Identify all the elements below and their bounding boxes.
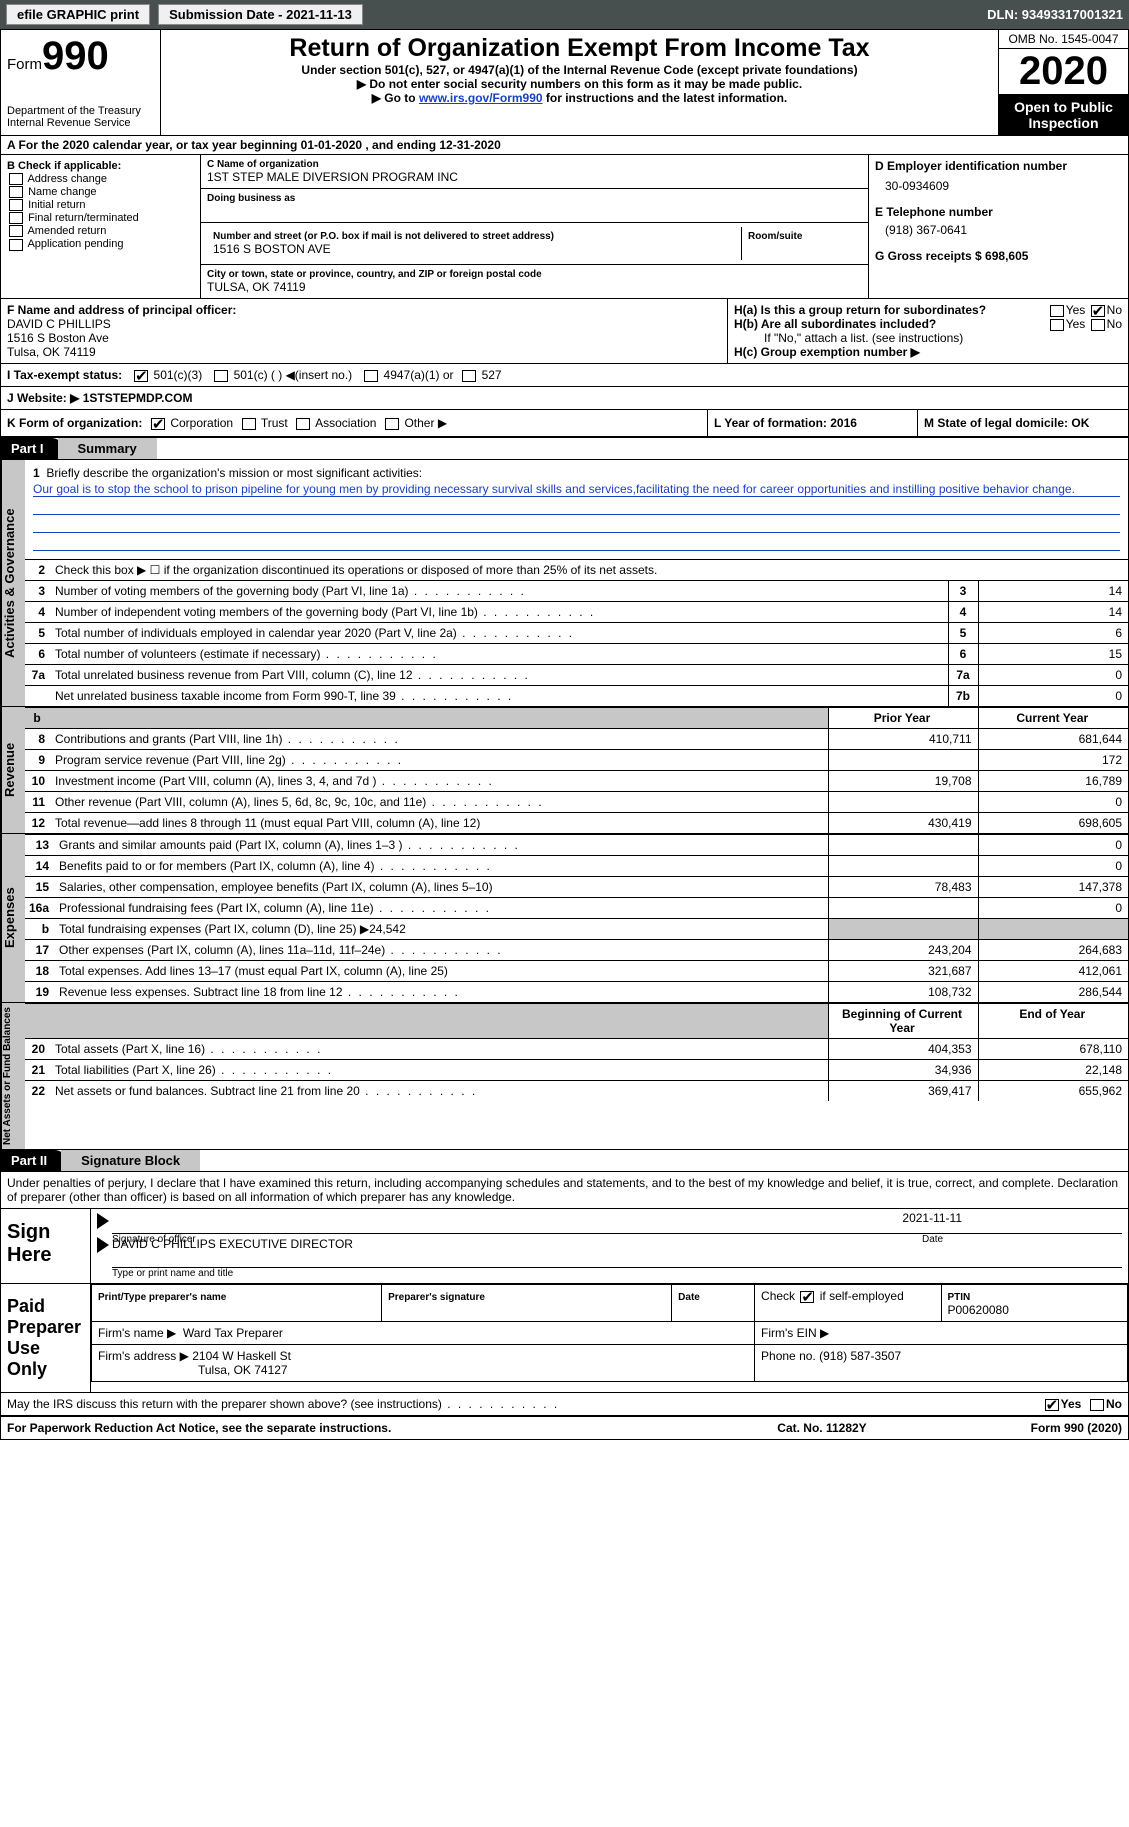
ein-value: 30-0934609 [885,179,1122,193]
top-toolbar: efile GRAPHIC print Submission Date - 20… [0,0,1129,29]
officer-addr1: 1516 S Boston Ave [7,331,109,345]
activities-governance-section: Activities & Governance 1 Briefly descri… [1,460,1128,707]
page-footer: For Paperwork Reduction Act Notice, see … [1,1416,1128,1439]
paid-preparer-label: Paid Preparer Use Only [1,1284,91,1392]
side-label-revenue: Revenue [1,707,25,833]
tax-year: 2020 [999,49,1128,95]
discuss-row: May the IRS discuss this return with the… [1,1393,1128,1416]
signature-arrow-icon [97,1213,109,1229]
street-address: 1516 S BOSTON AVE [213,242,735,256]
side-label-net-assets: Net Assets or Fund Balances [1,1003,25,1149]
year-formation: L Year of formation: 2016 [708,410,918,436]
officer-printed-name: DAVID C PHILLIPS EXECUTIVE DIRECTOR [112,1237,1122,1251]
officer-group-block: F Name and address of principal officer:… [1,299,1128,364]
officer-name: DAVID C PHILLIPS [7,317,111,331]
part-1-title: Summary [58,438,157,459]
addr-label: Number and street (or P.O. box if mail i… [213,231,735,242]
signature-date: 2021-11-11 [112,1211,1122,1225]
firm-phone: (918) 587-3507 [819,1349,901,1363]
part-1-header: Part I [1,438,62,459]
expenses-section: Expenses 13Grants and similar amounts pa… [1,834,1128,1003]
signature-arrow-icon-2 [97,1237,109,1253]
form-subtitle-2: Do not enter social security numbers on … [169,77,990,91]
net-assets-table: Beginning of Current YearEnd of Year 20T… [25,1003,1128,1101]
part-2-header: Part II [1,1150,65,1171]
dln-label: DLN: 93493317001321 [987,7,1123,22]
printed-name-label: Type or print name and title [112,1268,1122,1279]
org-name-label: C Name of organization [207,159,862,170]
form-number: Form990 [7,34,154,79]
city-state-zip: TULSA, OK 74119 [207,280,862,294]
form-subtitle-3: ▶ Go to www.irs.gov/Form990 for instruct… [169,91,990,105]
penalties-statement: Under penalties of perjury, I declare th… [1,1172,1128,1209]
officer-addr2: Tulsa, OK 74119 [7,345,96,359]
firm-address-2: Tulsa, OK 74127 [198,1363,288,1377]
city-label: City or town, state or province, country… [207,269,862,280]
col-b-checkboxes: B Check if applicable: Address change Na… [1,155,201,298]
room-label: Room/suite [748,231,856,242]
section-a-tax-year: A For the 2020 calendar year, or tax yea… [1,136,1128,155]
firm-address-1: 2104 W Haskell St [192,1349,291,1363]
sign-here-block: Sign Here Signature of officer Date 2021… [1,1209,1128,1284]
submission-date-button[interactable]: Submission Date - 2021-11-13 [158,4,363,25]
website-row: J Website: ▶ 1STSTEPMDP.COM [1,387,1128,410]
catalog-number: Cat. No. 11282Y [722,1421,922,1435]
form-subtitle-1: Under section 501(c), 527, or 4947(a)(1)… [169,63,990,77]
revenue-section: Revenue bPrior YearCurrent Year 8Contrib… [1,707,1128,834]
paid-preparer-block: Paid Preparer Use Only Print/Type prepar… [1,1284,1128,1393]
side-label-expenses: Expenses [1,834,25,1002]
org-name: 1ST STEP MALE DIVERSION PROGRAM INC [207,170,862,184]
paperwork-notice: For Paperwork Reduction Act Notice, see … [7,1421,722,1435]
part-2-title: Signature Block [61,1150,200,1171]
net-assets-section: Net Assets or Fund Balances Beginning of… [1,1003,1128,1150]
irs-form990-link[interactable]: www.irs.gov/Form990 [419,91,543,105]
form-990-page: Form990 Department of the Treasury Inter… [0,29,1129,1440]
side-label-governance: Activities & Governance [1,460,25,706]
state-domicile: M State of legal domicile: OK [918,410,1128,436]
revenue-table: bPrior YearCurrent Year 8Contributions a… [25,707,1128,833]
irs-label: Internal Revenue Service [7,117,154,129]
dept-treasury: Department of the Treasury [7,105,154,117]
efile-print-button[interactable]: efile GRAPHIC print [6,4,150,25]
form-title: Return of Organization Exempt From Incom… [169,34,990,63]
preparer-table: Print/Type preparer's name Preparer's si… [91,1284,1128,1382]
website-value: 1STSTEPMDP.COM [83,391,193,405]
ptin-value: P00620080 [948,1303,1009,1317]
sign-here-label: Sign Here [1,1209,91,1283]
phone-value: (918) 367-0641 [885,223,1122,237]
open-to-public: Open to Public Inspection [999,95,1128,135]
expenses-table: 13Grants and similar amounts paid (Part … [25,834,1128,1002]
gross-receipts: G Gross receipts $ 698,605 [875,249,1122,263]
ein-label: D Employer identification number [875,159,1122,173]
dba-label: Doing business as [207,193,862,204]
form-number-footer: Form 990 (2020) [922,1421,1122,1435]
governance-table: 2Check this box ▶ ☐ if the organization … [25,559,1128,706]
mission-text: Our goal is to stop the school to prison… [33,482,1120,497]
phone-label: E Telephone number [875,205,1122,219]
form-header: Form990 Department of the Treasury Inter… [1,30,1128,136]
officer-label: F Name and address of principal officer: [7,303,236,317]
org-form-row: K Form of organization: Corporation Trus… [1,410,1128,438]
tax-exempt-row: I Tax-exempt status: 501(c)(3) 501(c) ( … [1,364,1128,387]
identity-block: B Check if applicable: Address change Na… [1,155,1128,299]
omb-number: OMB No. 1545-0047 [999,30,1128,49]
firm-name: Ward Tax Preparer [183,1326,283,1340]
